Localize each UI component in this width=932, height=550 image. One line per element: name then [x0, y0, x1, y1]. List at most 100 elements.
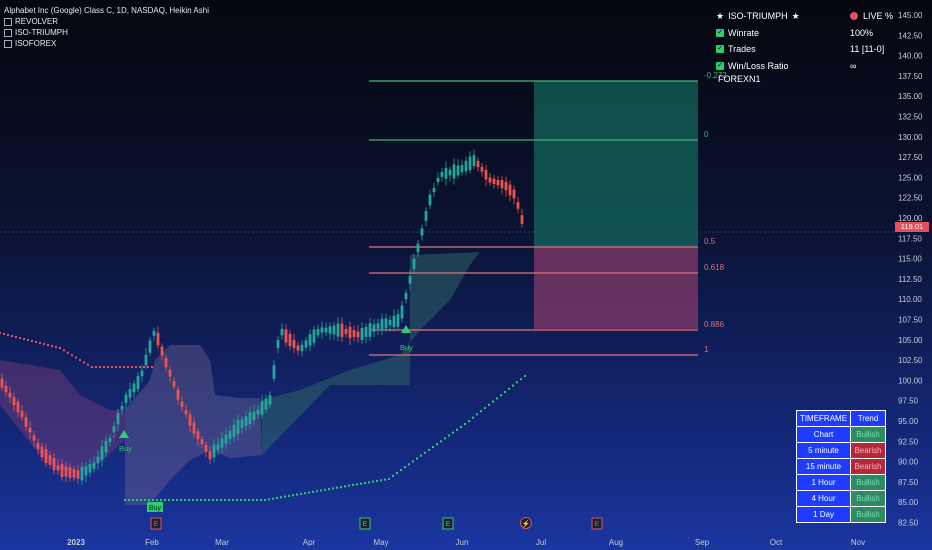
fib-label: -0.272 [704, 71, 727, 80]
stop-dot [288, 494, 290, 497]
stop-dot [27, 339, 29, 341]
stop-dot [111, 366, 113, 368]
stop-dot [316, 490, 318, 493]
stop-dot [99, 366, 101, 368]
stop-dot [39, 342, 41, 344]
trend-cell: Bullish [850, 506, 886, 523]
stop-dot [428, 448, 430, 451]
price-tick: 90.00 [898, 458, 919, 467]
stop-dot [448, 434, 450, 437]
stop-dot [59, 347, 61, 349]
stop-dot [332, 487, 334, 490]
fib-label: 1 [704, 345, 709, 354]
timeframe-table: TIMEFRAME Trend Chart Bullish 5 minute Bear… [796, 410, 886, 523]
stop-dot [508, 387, 510, 390]
stop-dot [420, 454, 422, 457]
svg-text:E: E [154, 521, 159, 528]
buy-label: Buy [149, 505, 162, 512]
stop-dot [180, 499, 182, 501]
indicator-name[interactable]: ISOFOREX [15, 39, 57, 48]
stop-dot [396, 471, 398, 474]
indicator-name[interactable]: REVOLVER [15, 17, 58, 26]
indicator-toggle-icon[interactable] [4, 39, 12, 48]
stop-dot [136, 499, 138, 501]
stop-dot [388, 477, 390, 480]
stop-dot [160, 499, 162, 501]
stop-dot [168, 499, 170, 501]
symbol-title[interactable]: Alphabet Inc (Google) Class C, 1D, NASDA… [4, 6, 209, 15]
stop-dot [320, 489, 322, 492]
trend-cell: Bullish [850, 474, 886, 491]
earnings-marker[interactable]: E [591, 517, 603, 530]
indicator-toggle-icon[interactable] [4, 17, 12, 26]
stop-dot [284, 495, 286, 498]
price-tick: 95.00 [898, 417, 919, 426]
price-tick: 127.50 [898, 153, 923, 162]
trend-cell: Bullish [850, 426, 886, 443]
stop-dot [75, 356, 77, 359]
stop-dot [340, 486, 342, 489]
time-axis: 2023 Feb Mar Apr May Jun Jul Aug Sep Oct… [67, 538, 865, 547]
stop-dot [444, 437, 446, 440]
table-row: 15 minute Bearish [796, 458, 886, 475]
earnings-marker[interactable]: E [442, 517, 454, 530]
stat-value: 100% [850, 27, 874, 38]
stop-dot [79, 359, 81, 361]
indicator-name[interactable]: ISO-TRIUMPH [15, 28, 68, 37]
price-tick: 85.00 [898, 498, 919, 507]
stop-dot [152, 499, 154, 501]
indicator-toggle-icon[interactable] [4, 28, 12, 37]
stop-dot [147, 366, 149, 368]
price-tick: 142.50 [898, 31, 923, 40]
svg-text:⚡: ⚡ [522, 519, 531, 528]
stop-dot [476, 413, 478, 416]
stop-dot [356, 483, 358, 486]
table-row: 5 minute Bearish [796, 442, 886, 459]
buy-signal[interactable]: Buy [400, 325, 413, 352]
ichimoku-cloud-bearish [0, 360, 125, 472]
star-icon: ★ [791, 10, 800, 21]
price-tick: 100.00 [898, 376, 923, 385]
timeframe-cell: 15 minute [796, 458, 851, 475]
stop-dot [328, 488, 330, 491]
stop-dot [95, 366, 97, 368]
stop-dot [468, 420, 470, 423]
price-axis: 145.00 142.50 140.00 137.50 135.00 132.50 130.… [898, 11, 923, 528]
buy-signal-badge[interactable]: Buy [147, 502, 163, 512]
stop-dot [55, 346, 57, 348]
chart-legend: Alphabet Inc (Google) Class C, 1D, NASDA… [4, 5, 209, 49]
price-tick: 120.00 [898, 214, 923, 223]
fib-label: 0.618 [704, 263, 725, 272]
buy-label: Buy [400, 343, 413, 352]
buy-signal[interactable]: Buy [119, 430, 132, 453]
stop-dot [83, 361, 85, 364]
stop-dot [91, 366, 93, 368]
table-row: 1 Hour Bullish [796, 474, 886, 491]
stop-dot [224, 499, 226, 501]
stat-label: Trades [728, 44, 756, 55]
earnings-marker[interactable]: E [150, 517, 162, 530]
price-tick: 145.00 [898, 11, 923, 20]
stop-dot [47, 344, 49, 346]
fib-lines [369, 80, 698, 356]
earnings-marker[interactable]: E [359, 517, 371, 530]
stop-dot [260, 499, 262, 501]
stop-dot [135, 366, 137, 368]
stop-dot [244, 499, 246, 501]
stop-dot [400, 469, 402, 472]
stop-dot [492, 400, 494, 403]
price-tick: 130.00 [898, 133, 923, 142]
stop-dot [464, 423, 466, 425]
stop-dot [432, 446, 434, 449]
stop-dot [200, 499, 202, 501]
trend-cell: Bearish [850, 458, 886, 475]
stop-dot [128, 499, 130, 501]
price-tick: 137.50 [898, 72, 923, 81]
stat-value: ∞ [850, 60, 857, 71]
stop-dot [15, 336, 17, 338]
stop-dot [212, 499, 214, 501]
stop-dot [480, 410, 482, 413]
stop-dot [151, 366, 153, 368]
dividend-marker[interactable]: ⚡ [520, 517, 532, 529]
